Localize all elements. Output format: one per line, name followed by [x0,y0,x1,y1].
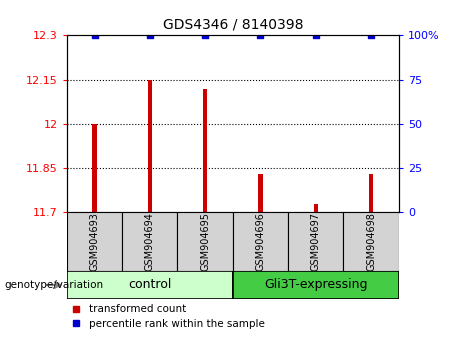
Text: GSM904698: GSM904698 [366,212,376,271]
Point [91,33,98,38]
Bar [233,271,399,299]
Bar [343,212,399,271]
Point [257,33,264,38]
Point [201,33,209,38]
Text: GSM904694: GSM904694 [145,212,155,271]
Bar [369,174,373,212]
Bar [177,212,233,271]
Point [367,33,375,38]
Text: Gli3T-expressing: Gli3T-expressing [264,279,367,291]
Bar [288,212,343,271]
Text: GSM904696: GSM904696 [255,212,266,271]
Text: GSM904697: GSM904697 [311,212,321,271]
Point [146,33,154,38]
Bar [313,204,318,212]
Point [312,33,319,38]
Bar [122,212,177,271]
Bar [67,271,233,299]
Text: GSM904695: GSM904695 [200,212,210,271]
Title: GDS4346 / 8140398: GDS4346 / 8140398 [163,17,303,32]
Text: genotype/variation: genotype/variation [5,280,104,290]
Bar [148,80,152,212]
Bar [258,174,263,212]
Bar [67,212,122,271]
Text: control: control [128,279,171,291]
Bar [233,212,288,271]
Legend: transformed count, percentile rank within the sample: transformed count, percentile rank withi… [72,304,265,329]
Bar [92,124,97,212]
Bar [203,88,207,212]
Text: GSM904693: GSM904693 [89,212,100,271]
